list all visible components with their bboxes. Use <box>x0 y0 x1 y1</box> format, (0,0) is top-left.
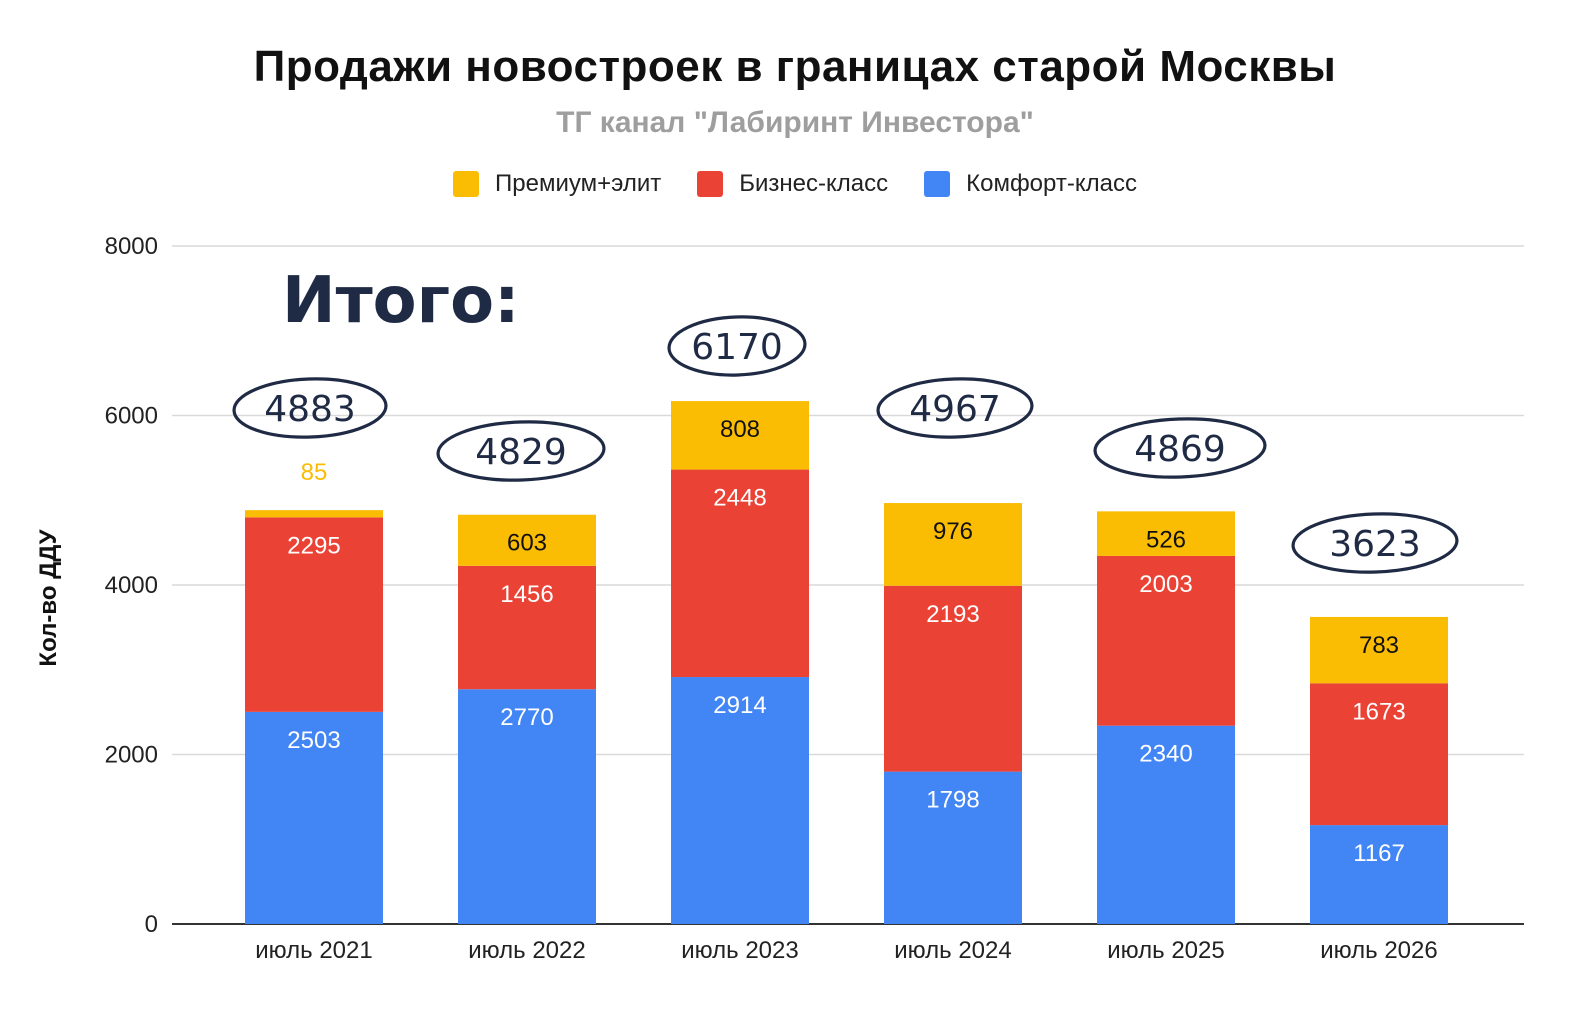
bar-segment-comfort <box>245 711 383 924</box>
total-ring <box>232 377 388 439</box>
legend-label-business: Бизнес-класс <box>739 170 889 197</box>
data-label: 976 <box>933 518 973 545</box>
x-tick-label: июль 2022 <box>468 937 585 964</box>
total-ring <box>667 315 807 377</box>
legend-label-premium: Премиум+элит <box>495 170 662 197</box>
data-label: 2295 <box>287 532 340 559</box>
total-annotation: 4829 <box>436 420 606 482</box>
bar-segment-comfort <box>458 689 596 924</box>
bar-segment-business <box>245 517 383 712</box>
data-label: 2193 <box>926 601 979 628</box>
data-label: 808 <box>720 416 760 443</box>
data-label: 2770 <box>500 704 553 731</box>
data-label: 526 <box>1146 526 1186 553</box>
total-value: 4967 <box>909 389 1001 430</box>
total-ring <box>876 377 1034 439</box>
data-label: 2003 <box>1139 571 1192 598</box>
data-label: 2914 <box>713 692 766 719</box>
x-tick-label: июль 2025 <box>1107 937 1224 964</box>
x-tick-label: июль 2023 <box>681 937 798 964</box>
total-value: 4869 <box>1134 429 1226 470</box>
y-axis-ticks: 0 2000 4000 6000 8000 <box>105 233 158 938</box>
total-value: 3623 <box>1329 524 1421 565</box>
bar-segment-comfort <box>1310 825 1448 924</box>
bar-segment-comfort <box>671 677 809 924</box>
bar-segment-comfort <box>884 771 1022 924</box>
total-ring <box>436 420 606 482</box>
bar-segment-business <box>1310 683 1448 826</box>
legend-item-comfort: Комфорт-класс <box>924 170 1137 198</box>
x-tick-label: июль 2024 <box>894 937 1011 964</box>
y-tick-label: 0 <box>145 911 158 938</box>
data-label: 2448 <box>713 485 766 512</box>
legend-swatch-comfort <box>924 171 951 197</box>
bars: 2503 2295 85 2770 1456 603 2914 2448 808 1798 2193… <box>245 401 1448 924</box>
total-annotation: 4869 <box>1093 417 1267 479</box>
bar-segment-premium <box>458 514 596 566</box>
x-tick-label: июль 2021 <box>255 937 372 964</box>
bar-segment-business <box>1097 555 1235 726</box>
data-label: 1456 <box>500 581 553 608</box>
legend-item-premium: Премиум+элит <box>453 170 661 198</box>
y-tick-label: 4000 <box>105 572 158 599</box>
data-label: 603 <box>507 530 547 557</box>
legend-swatch-premium <box>453 171 480 197</box>
total-ring <box>1291 512 1459 574</box>
bar-segment-comfort <box>1097 725 1235 924</box>
total-value: 4883 <box>264 389 356 430</box>
bar-segment-premium <box>671 401 809 470</box>
total-annotation: 6170 <box>667 315 807 377</box>
total-ring <box>1093 417 1267 479</box>
bar-segment-business <box>458 565 596 690</box>
data-label: 1673 <box>1352 698 1405 725</box>
bar-segment-premium <box>1310 616 1448 684</box>
y-axis-label: Кол-во ДДУ <box>35 528 62 666</box>
total-value: 6170 <box>691 327 783 368</box>
bar-segment-business <box>884 585 1022 772</box>
x-tick-label: июль 2026 <box>1320 937 1437 964</box>
data-label: 2340 <box>1139 741 1192 768</box>
data-label: 1167 <box>1353 840 1405 867</box>
total-annotation-label: Итого: <box>282 264 520 338</box>
total-annotation: 4967 <box>876 377 1034 439</box>
legend-label-comfort: Комфорт-класс <box>966 170 1137 197</box>
total-value: 4829 <box>475 432 567 473</box>
bar-segment-premium <box>884 503 1022 586</box>
total-annotation: 3623 <box>1291 512 1459 574</box>
data-label: 783 <box>1359 632 1399 659</box>
chart-subtitle: ТГ канал "Лабиринт Инвестора" <box>556 106 1034 139</box>
bar-segment-premium <box>1097 511 1235 556</box>
gridlines <box>172 245 1524 925</box>
y-tick-label: 8000 <box>105 233 158 260</box>
data-label: 2503 <box>287 727 340 754</box>
bar-segment-premium <box>245 510 383 518</box>
legend: Премиум+элит Бизнес-класс Комфорт-класс <box>0 170 1590 198</box>
bar-segment-business <box>671 469 809 678</box>
chart-title: Продажи новостроек в границах старой Мос… <box>253 42 1337 91</box>
data-label: 1798 <box>926 787 979 814</box>
legend-swatch-business <box>697 171 724 197</box>
total-annotations: 4883 4829 6170 4967 4869 3623 <box>232 315 1459 574</box>
total-annotation: 4883 <box>232 377 388 439</box>
y-tick-label: 2000 <box>105 742 158 769</box>
legend-item-business: Бизнес-класс <box>697 170 888 198</box>
x-axis-ticks: июль 2021 июль 2022 июль 2023 июль 2024 июль… <box>255 937 1437 964</box>
y-tick-label: 6000 <box>105 403 158 430</box>
data-label: 85 <box>301 459 328 486</box>
